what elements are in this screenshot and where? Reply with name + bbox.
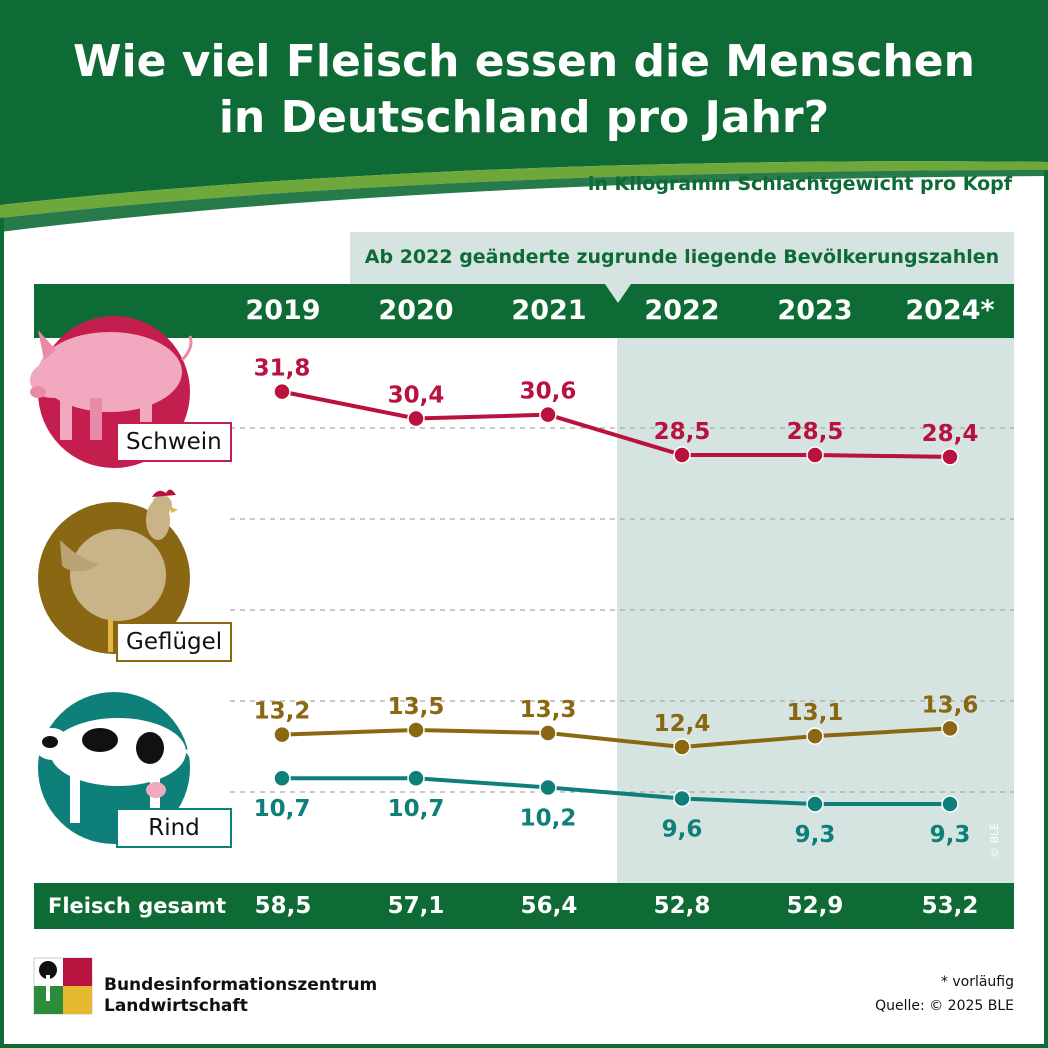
- year-label: 2023: [777, 295, 853, 326]
- total-value: 58,5: [254, 893, 312, 919]
- page-title: Wie viel Fleisch essen die Menschen in D…: [73, 36, 975, 143]
- year-header-bar: 2019 2020 2021 2022 2023 2024*: [34, 284, 1014, 338]
- animal-label-gefluegel: Geflügel: [116, 622, 233, 662]
- total-bar: Fleisch gesamt 58,5 57,1 56,4 52,8 52,9 …: [34, 883, 1014, 929]
- total-label: Fleisch gesamt: [48, 894, 227, 918]
- total-value: 53,2: [921, 893, 979, 919]
- total-value: 56,4: [520, 893, 578, 919]
- chart-subtitle: in Kilogramm Schlachtgewicht pro Kopf: [587, 173, 1012, 195]
- total-value: 57,1: [387, 893, 445, 919]
- year-label: 2022: [644, 295, 720, 326]
- footnote: * vorläufig: [940, 974, 1014, 990]
- animal-label-rind: Rind: [116, 808, 232, 848]
- copyright-mark: © BLE: [988, 822, 1001, 858]
- year-label: 2024*: [905, 295, 995, 326]
- year-label: 2021: [511, 295, 587, 326]
- population-note: Ab 2022 geänderte zugrunde liegende Bevö…: [350, 232, 1014, 284]
- animal-label-schwein: Schwein: [116, 422, 232, 462]
- total-value: 52,8: [653, 893, 711, 919]
- header-banner: [0, 0, 1048, 232]
- total-value: 52,9: [786, 893, 844, 919]
- year-label: 2020: [378, 295, 454, 326]
- source-note: Quelle: © 2025 BLE: [875, 998, 1014, 1014]
- changed-population-shade: [617, 338, 1014, 883]
- year-label: 2019: [245, 295, 321, 326]
- logo-name: Bundesinformationszentrum Landwirtschaft: [104, 975, 378, 1016]
